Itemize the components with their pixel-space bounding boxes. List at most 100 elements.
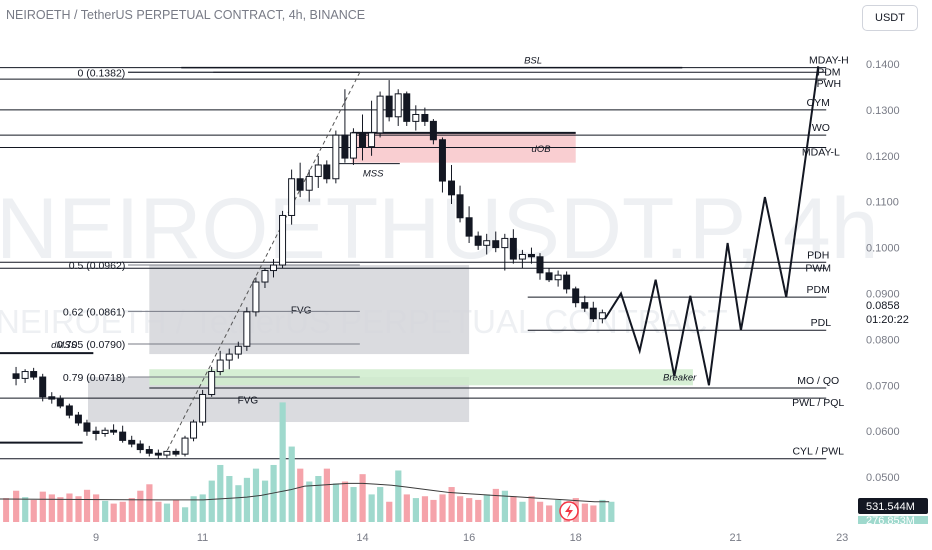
time-tick-label: 21 (729, 532, 741, 544)
candle (56, 395, 64, 409)
fib-level-label: 0.62 (0.0861) (63, 306, 125, 318)
candle (39, 373, 47, 402)
countdown-label: 01:20:22 (866, 314, 909, 326)
volume-bar (377, 487, 384, 522)
candle-body (119, 431, 127, 441)
volume-bar (528, 496, 535, 522)
volume-moving-average (0, 482, 610, 503)
time-tick-label: 18 (570, 532, 582, 544)
candle-body (483, 240, 491, 246)
candle-body (30, 371, 38, 378)
candle-body (341, 134, 349, 159)
volume-bar (457, 496, 464, 522)
time-tick-label: 11 (197, 532, 208, 544)
volume-bar (590, 505, 597, 522)
volume-bar (83, 489, 91, 522)
volume-bar (288, 446, 295, 522)
candle (403, 91, 411, 126)
candle-body (359, 132, 366, 148)
level-label: PWL / PQL (792, 397, 844, 409)
candle (154, 449, 162, 459)
candle (501, 233, 509, 271)
level-label: PDM (817, 66, 840, 78)
candle (119, 425, 127, 443)
candle (527, 247, 535, 264)
candle-body (83, 422, 91, 432)
candle-body (101, 429, 109, 434)
candle (581, 295, 589, 312)
currency-button[interactable]: USDT (862, 5, 918, 31)
candle (288, 169, 296, 225)
candle (83, 419, 91, 436)
volume-bar (39, 491, 46, 522)
mss-label: MSS (363, 169, 384, 180)
candle-body (136, 443, 144, 451)
candle-body (509, 237, 517, 260)
level-label: PDM (807, 284, 830, 296)
candle-body (261, 270, 269, 283)
candle (110, 424, 118, 435)
price-tick-label: 0.0900 (866, 289, 900, 301)
candle-body (456, 194, 464, 219)
volume-badge-partial-label: 276.853M (866, 515, 915, 527)
volume-bar (110, 503, 117, 522)
candle (172, 448, 180, 457)
volume-bar (519, 501, 526, 522)
candle (92, 426, 100, 441)
volume-bar (403, 494, 410, 522)
volume-bar (75, 496, 82, 522)
zone-label: FVG (238, 396, 259, 407)
volume-bar (412, 498, 419, 522)
candle (554, 270, 562, 287)
candle (252, 277, 260, 317)
volume-bar (395, 470, 402, 522)
candle (296, 162, 304, 198)
candle-body (323, 164, 331, 180)
candle (349, 128, 357, 165)
price-tick-label: 0.0600 (866, 426, 900, 438)
price-axis[interactable]: 0.14000.13000.12000.11000.10000.09000.08… (866, 59, 900, 484)
fib-level-label: 0.705 (0.0790) (57, 339, 125, 351)
volume-bar (608, 501, 615, 522)
candle-body (12, 373, 20, 379)
candle (421, 107, 429, 126)
candle-body (438, 139, 446, 182)
time-tick-label: 14 (356, 532, 368, 544)
volume-bar (261, 480, 269, 522)
candle (509, 229, 517, 264)
candle (314, 155, 322, 188)
candle-body (288, 178, 296, 216)
volume-bar (155, 501, 162, 522)
candle (589, 301, 597, 322)
candle-body (163, 450, 171, 456)
volume-bar (306, 481, 313, 522)
candle (74, 411, 82, 426)
candle (368, 100, 376, 156)
candle-body (527, 253, 535, 258)
price-tick-label: 0.1400 (866, 59, 900, 71)
candle-body (448, 180, 456, 196)
volume-bar (599, 499, 606, 522)
candle-body (305, 175, 313, 191)
volume-bar (536, 501, 544, 522)
candle (208, 366, 216, 397)
volume-bar (48, 494, 55, 522)
candle (474, 231, 482, 250)
candle-body (492, 240, 500, 249)
level-label: MO / QO (797, 375, 839, 387)
volume-bar (128, 498, 135, 522)
volume-bar (279, 402, 286, 522)
volume-bar (243, 477, 251, 522)
volume-bar (501, 490, 509, 522)
candle (376, 91, 384, 138)
lightning-icon-bolt (565, 504, 573, 518)
candle (101, 427, 109, 437)
fib-level-label: 0.5 (0.0962) (69, 260, 126, 272)
candle (234, 341, 242, 359)
time-axis[interactable]: 9 11 14 16 18 21 23 (93, 532, 848, 544)
candle (65, 403, 73, 419)
candle (332, 130, 340, 184)
candle-body (474, 235, 482, 246)
candle-body (199, 393, 207, 423)
